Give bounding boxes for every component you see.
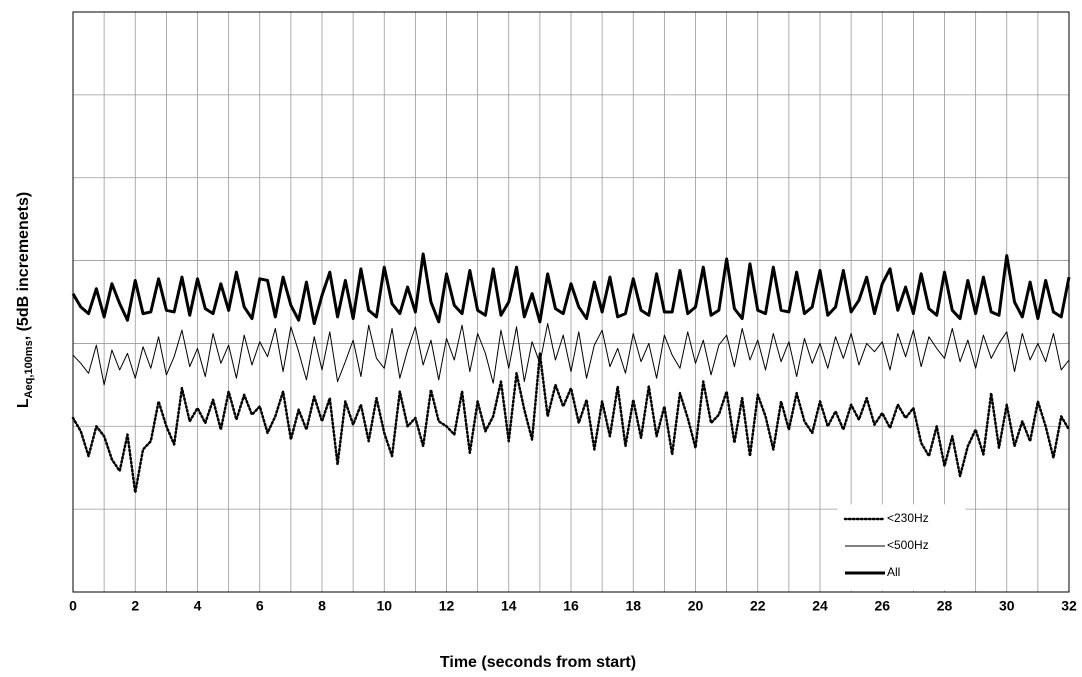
legend-label: <230Hz: [887, 511, 929, 525]
y-title-rest: , (5dB incremenets): [15, 192, 32, 340]
x-tick-label: 30: [999, 598, 1015, 614]
x-tick-label: 2: [131, 598, 139, 614]
series-line: [71, 352, 1071, 494]
x-tick-label: 4: [194, 598, 202, 614]
series-line: [72, 323, 1070, 386]
y-axis-title: LAeq,100ms, (5dB incremenets): [15, 192, 35, 408]
y-title-sub: Aeq,100ms: [23, 340, 35, 398]
legend-label: All: [887, 565, 900, 579]
x-tick-label: 24: [812, 598, 828, 614]
x-tick-label: 6: [256, 598, 264, 614]
x-tick-label: 12: [439, 598, 455, 614]
x-tick-label: 32: [1061, 598, 1077, 614]
plot-frame: [72, 11, 1070, 593]
x-tick-label: 16: [563, 598, 579, 614]
x-tick-label: 28: [937, 598, 953, 614]
x-tick-label: 0: [69, 598, 77, 614]
x-tick-label: 18: [625, 598, 641, 614]
legend-label: <500Hz: [887, 538, 929, 552]
x-axis-title: Time (seconds from start): [440, 654, 636, 671]
x-tick-label: 10: [376, 598, 392, 614]
y-title-main: L: [15, 398, 32, 408]
x-tick-label: 22: [750, 598, 766, 614]
x-tick-label: 14: [501, 598, 517, 614]
series-line: [71, 252, 1071, 326]
x-tick-label: 26: [874, 598, 890, 614]
x-tick-label: 20: [688, 598, 704, 614]
x-tick-label: 8: [318, 598, 326, 614]
